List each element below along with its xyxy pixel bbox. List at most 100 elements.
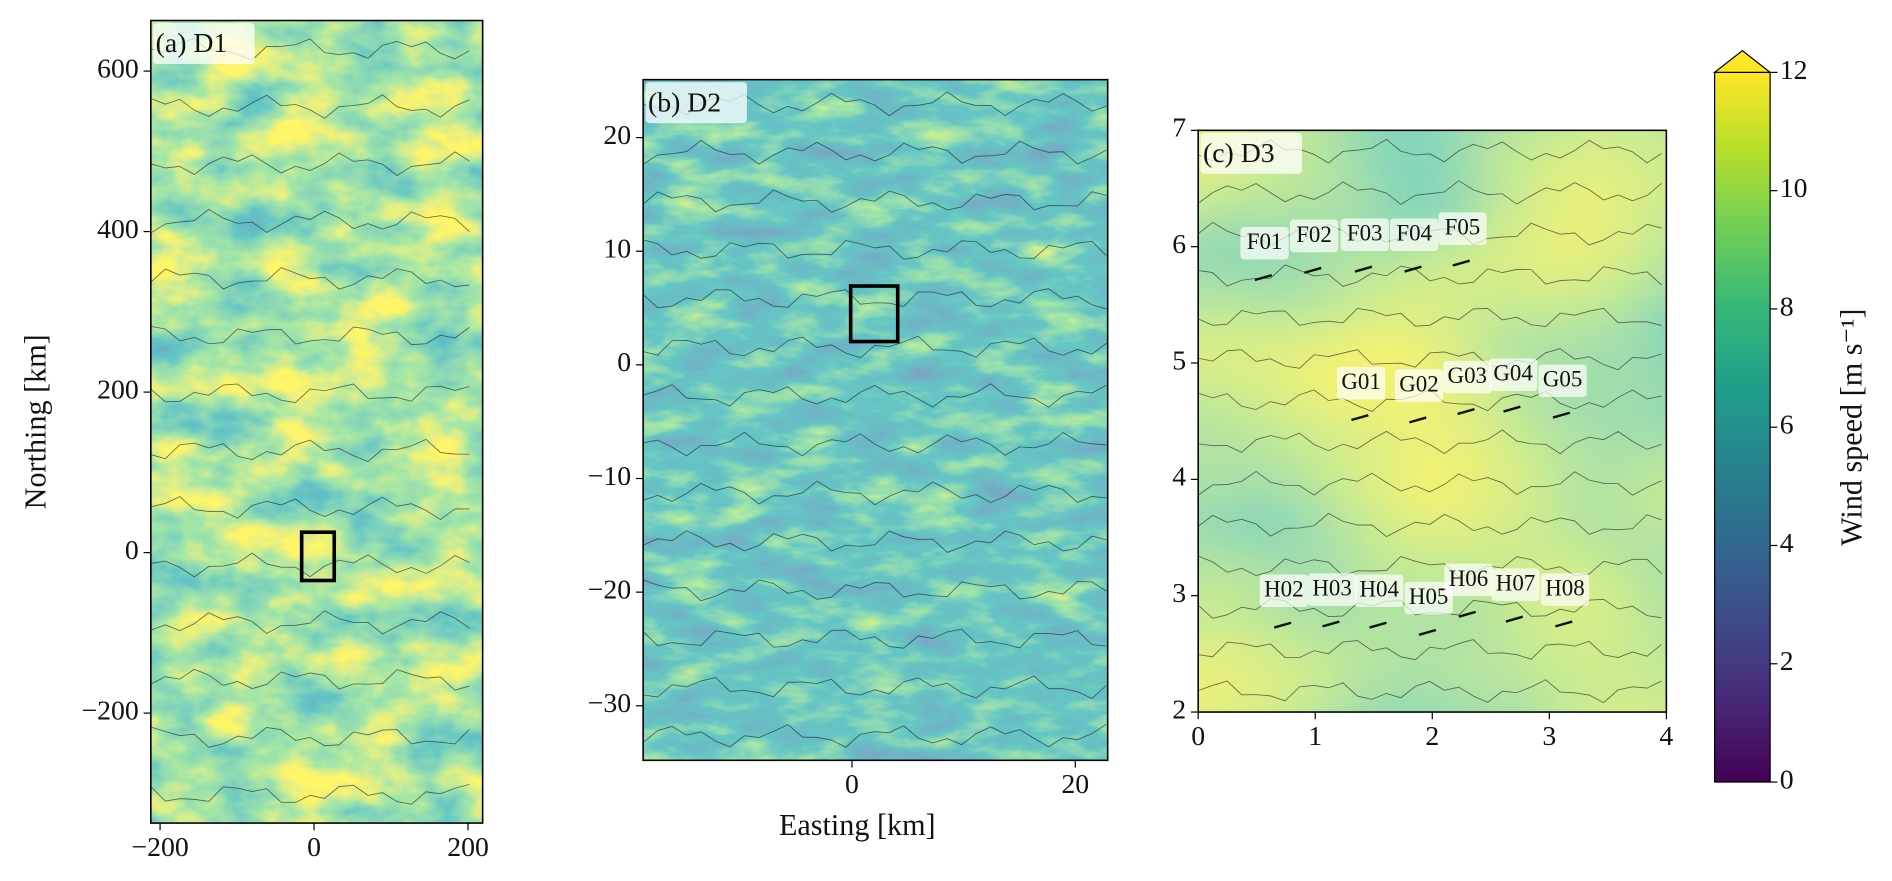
contour	[1197, 470, 1662, 497]
turbine-label: F05	[1445, 215, 1481, 240]
colorbar-tick-label: 2	[1780, 646, 1794, 677]
label-box	[1390, 218, 1439, 252]
contour	[1197, 679, 1662, 704]
y-tick-label: 600	[97, 53, 139, 84]
turbine-label: G01	[1341, 369, 1380, 394]
contour	[1197, 307, 1662, 327]
colorbar-tick-label: 0	[1780, 764, 1794, 795]
contour	[150, 610, 470, 635]
colorbar-tick-label: 12	[1780, 55, 1808, 86]
contour	[642, 628, 1107, 649]
x-tick-label: 0	[307, 832, 321, 863]
y-tick-label: 4	[1172, 462, 1186, 493]
turbine-row	[1457, 407, 1475, 416]
contour	[642, 288, 1107, 310]
x-tick-label: −200	[131, 832, 188, 863]
y-tick-label: 7	[1172, 113, 1186, 144]
turbine-label: H06	[1449, 566, 1488, 591]
contour	[1197, 348, 1662, 371]
contour	[150, 496, 470, 520]
contour	[150, 151, 470, 177]
label-box	[1394, 369, 1444, 402]
x-tick-label: 20	[1061, 769, 1089, 800]
label-box	[1336, 366, 1386, 400]
turbine-row	[1369, 621, 1387, 629]
panel-title: (c) D3	[1203, 138, 1275, 169]
turbine-row	[1273, 621, 1292, 629]
turbine-label: H03	[1312, 575, 1351, 600]
contour	[642, 480, 1107, 506]
label-box	[1307, 573, 1357, 606]
y-tick-label: −200	[81, 695, 138, 726]
turbine-row	[1322, 620, 1340, 628]
turbine-label: H04	[1359, 577, 1399, 602]
turbine-label: H08	[1545, 575, 1584, 600]
colorbar-tick-label: 4	[1780, 528, 1794, 559]
contour	[150, 438, 470, 463]
turbine-label: F02	[1296, 222, 1332, 247]
contour	[1197, 180, 1662, 205]
y-tick-label: 200	[97, 374, 139, 405]
axes-frame	[150, 19, 484, 824]
contour	[642, 579, 1107, 602]
contour	[642, 723, 1107, 748]
contour	[150, 783, 470, 805]
colorbar-extend	[1712, 49, 1772, 74]
contour	[642, 675, 1107, 700]
turbine-row	[1555, 620, 1573, 628]
colorbar-tick-label: 10	[1780, 173, 1808, 204]
turbine-label: H05	[1409, 584, 1448, 609]
y-tick-label: −20	[588, 575, 631, 606]
colorbar-label: Wind speed [m s⁻¹]	[1835, 309, 1869, 546]
label-box	[1289, 219, 1339, 253]
turbine-row	[1254, 274, 1273, 282]
x-tick-label: 200	[447, 832, 489, 863]
contour	[1197, 512, 1662, 538]
y-tick-label: −10	[588, 461, 631, 492]
contour	[642, 383, 1107, 408]
label-box	[1444, 563, 1493, 597]
turbine-label: G05	[1543, 367, 1582, 392]
wind-field	[643, 79, 1108, 761]
colorbar-tick-label: 8	[1780, 291, 1794, 322]
turbine-label: F04	[1396, 221, 1432, 246]
y-tick-label: 10	[603, 234, 631, 265]
contour	[642, 530, 1107, 553]
x-axis-label: Easting [km]	[779, 808, 936, 842]
label-box	[1355, 574, 1404, 608]
label-box	[1538, 364, 1587, 398]
contour	[150, 94, 470, 119]
wind-field	[150, 20, 483, 824]
panel-title: (a) D1	[156, 28, 228, 59]
x-tick-label: 4	[1659, 721, 1673, 752]
y-tick-label: 2	[1172, 694, 1186, 725]
contour	[1197, 429, 1662, 455]
label-box	[1240, 226, 1289, 260]
label-box	[1540, 573, 1590, 606]
contour	[642, 431, 1107, 457]
x-tick-label: 2	[1425, 721, 1439, 752]
turbine-label: G03	[1448, 363, 1487, 388]
turbine-row	[1409, 416, 1427, 424]
turbine-label: G02	[1399, 371, 1438, 396]
y-tick-label: 6	[1172, 229, 1186, 260]
turbine-row	[1404, 265, 1422, 273]
contour	[150, 668, 470, 691]
y-tick-label: 5	[1172, 345, 1186, 376]
y-tick-label: 3	[1172, 578, 1186, 609]
wind-field	[1198, 130, 1667, 713]
contour	[642, 140, 1107, 166]
contour	[642, 239, 1107, 260]
title-box	[153, 22, 255, 64]
turbine-label: H02	[1264, 577, 1303, 602]
y-tick-label: 400	[97, 214, 139, 245]
turbine-label: H07	[1496, 571, 1535, 596]
label-box	[1491, 568, 1540, 602]
label-box	[1438, 212, 1487, 245]
y-tick-label: 0	[617, 347, 631, 378]
contour	[642, 189, 1107, 213]
turbine-row	[1552, 411, 1571, 419]
colorbar	[1714, 71, 1771, 783]
contour	[150, 325, 470, 346]
